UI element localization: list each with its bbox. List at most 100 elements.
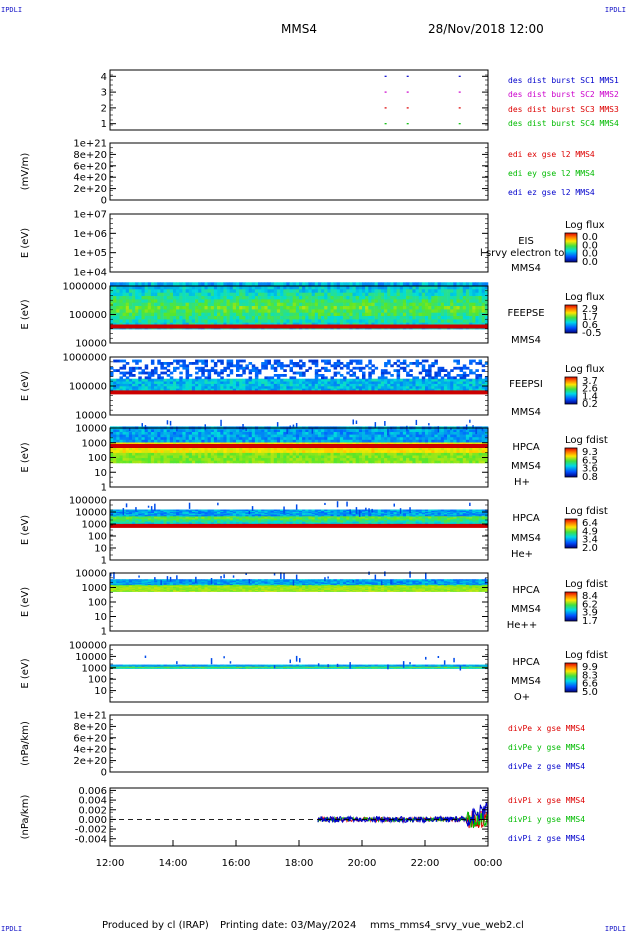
hpca_he-side-label-3: He+ <box>511 549 533 560</box>
hpca_o-colorbar-value: 9.9 <box>582 662 598 673</box>
hpca_o-ylabel: E (eV) <box>20 658 31 688</box>
hpca_hepp-side-label-2: MMS4 <box>511 604 541 615</box>
hpca_h-ytick-label: 1 <box>101 483 107 494</box>
datetime-title: 28/Nov/2018 12:00 <box>428 22 544 36</box>
edi-ytick-label: 1e+21 <box>73 139 107 150</box>
feepsi-side-label-1: FEEPSI <box>509 379 543 390</box>
divpi-ytick-label: 0.006 <box>78 786 107 797</box>
feepse-ylabel: E (eV) <box>20 299 31 329</box>
burst-mark <box>406 91 409 93</box>
divpi-ylabel: (nPa/km) <box>20 795 31 840</box>
bottom-right-corner-mark: IPDLI <box>604 925 626 933</box>
top-left-corner-mark: IPDLI <box>1 6 23 14</box>
xtick-label: 22:00 <box>411 858 440 869</box>
hpca_he-colorbar-value: 6.4 <box>582 518 598 529</box>
hpca_h-colorbar-value: 9.3 <box>582 447 598 458</box>
hpca_hepp-colorbar-value: 8.4 <box>582 591 598 602</box>
top-right-corner-mark: IPDLI <box>604 6 626 14</box>
hpca_hepp-colorbar-value: 3.9 <box>582 608 598 619</box>
script-name: mms_mms4_srvy_vue_web2.cl <box>370 920 524 931</box>
hpca_he-panel-frame <box>109 499 489 561</box>
burst-ytick-label: 4 <box>101 72 107 83</box>
hpca_he-colorbar-title: Log fdist <box>565 506 608 517</box>
eis-colorbar-value: 0.0 <box>582 240 598 251</box>
divpe-legend-1: divPe x gse MMS4 <box>508 724 585 733</box>
hpca_o-ytick-label: 100 <box>88 675 107 686</box>
burst-mark <box>406 107 409 109</box>
eis-side-label-1: EIS <box>518 236 534 247</box>
feepsi-colorbar-title: Log flux <box>565 364 605 375</box>
burst-panel-frame <box>109 69 489 131</box>
hpca_o-spectrogram <box>110 655 489 671</box>
hpca_h-ytick-label: 10000 <box>75 424 107 435</box>
hpca_he-colorbar-value: 3.4 <box>582 535 598 546</box>
hpca_h-colorbar-value: 0.8 <box>582 472 598 483</box>
burst-mark <box>384 107 387 109</box>
xtick-label: 12:00 <box>96 858 125 869</box>
hpca_o-ytick-label: 1000 <box>82 663 107 674</box>
eis-side-label-2: MMS4 <box>511 263 541 274</box>
hpca_he-ylabel: E (eV) <box>20 515 31 545</box>
divpe-ytick-label: 1e+21 <box>73 711 107 722</box>
edi-ytick-label: 8e+20 <box>73 150 107 161</box>
hpca_h-spectrogram <box>110 419 489 464</box>
eis-ytick-label: 1e+05 <box>73 248 107 259</box>
feepse-side-label-1: FEEPSE <box>507 308 544 319</box>
hpca_he-ytick-label: 100000 <box>69 496 107 507</box>
bottom-left-corner-mark: IPDLI <box>1 925 23 933</box>
hpca_h-ytick-label: 100 <box>88 453 107 464</box>
hpca_hepp-side-label-1: HPCA <box>512 585 540 596</box>
xtick-label: 00:00 <box>474 858 503 869</box>
divpe-ytick-label: 0 <box>101 768 107 779</box>
feepse-colorbar-title: Log flux <box>565 292 605 303</box>
divpe-ytick-label: 6e+20 <box>73 733 107 744</box>
burst-ytick-label: 2 <box>101 103 107 114</box>
feepse-side-label-2: MMS4 <box>511 335 541 346</box>
hpca_hepp-ylabel: E (eV) <box>20 587 31 617</box>
hpca_hepp-colorbar-value: 6.2 <box>582 599 598 610</box>
hpca_o-colorbar-value: 8.3 <box>582 670 598 681</box>
feepsi-colorbar-value: 1.4 <box>582 391 598 402</box>
hpca_o-panel-frame <box>109 644 489 703</box>
feepsi-colorbar <box>564 376 578 405</box>
divpe-legend-3: divPe z gse MMS4 <box>508 762 585 771</box>
burst-legend-1: des dist burst SC1 MMS1 <box>508 76 619 85</box>
feepsi-ytick-label: 10000 <box>75 411 107 422</box>
feepsi-ylabel: E (eV) <box>20 371 31 401</box>
xtick-label: 16:00 <box>222 858 251 869</box>
hpca_h-side-label-3: H+ <box>514 477 530 488</box>
hpca_o-colorbar-value: 5.0 <box>582 687 598 698</box>
feepse-ytick-label: 10000 <box>75 339 107 350</box>
hpca_hepp-ytick-label: 10000 <box>75 569 107 580</box>
divpi-ytick-label: -0.002 <box>75 825 107 836</box>
feepse-ytick-label: 100000 <box>69 310 107 321</box>
eis-colorbar <box>564 232 578 263</box>
eis-ytick-label: 1e+04 <box>73 268 107 279</box>
hpca_he-colorbar-value: 2.0 <box>582 543 598 554</box>
hpca_he-spectrogram <box>110 501 489 525</box>
divpi-legend-1: divPi x gse MMS4 <box>508 796 585 805</box>
eis-colorbar-value: 0.0 <box>582 257 598 268</box>
hpca_h-colorbar-value: 3.6 <box>582 464 598 475</box>
divpi-series-z <box>317 801 489 827</box>
feepse-colorbar-value: 1.7 <box>582 312 598 323</box>
divpi-panel-frame <box>109 787 489 847</box>
feepse-colorbar-value: -0.5 <box>582 328 602 339</box>
xtick-label: 14:00 <box>159 858 188 869</box>
burst-mark <box>458 91 461 93</box>
feepse-spectrogram <box>110 282 489 330</box>
hpca_he-ytick-label: 10 <box>94 544 107 555</box>
edi-panel-frame <box>109 142 489 201</box>
divpi-ytick-label: 0.004 <box>78 796 107 807</box>
hpca_h-ytick-label: 1000 <box>82 438 107 449</box>
hpca_he-ytick-label: 1 <box>101 556 107 567</box>
divpi-legend-3: divPi z gse MMS4 <box>508 834 585 843</box>
hpca_o-ytick-label: 100000 <box>69 641 107 652</box>
hpca_h-colorbar <box>564 447 578 478</box>
edi-legend-1: edi ex gse l2 MMS4 <box>508 150 595 159</box>
hpca_h-ylabel: E (eV) <box>20 442 31 472</box>
feepse-colorbar-value: 0.6 <box>582 320 598 331</box>
hpca_o-side-label-3: O+ <box>514 692 530 703</box>
feepsi-ytick-label: 100000 <box>69 382 107 393</box>
